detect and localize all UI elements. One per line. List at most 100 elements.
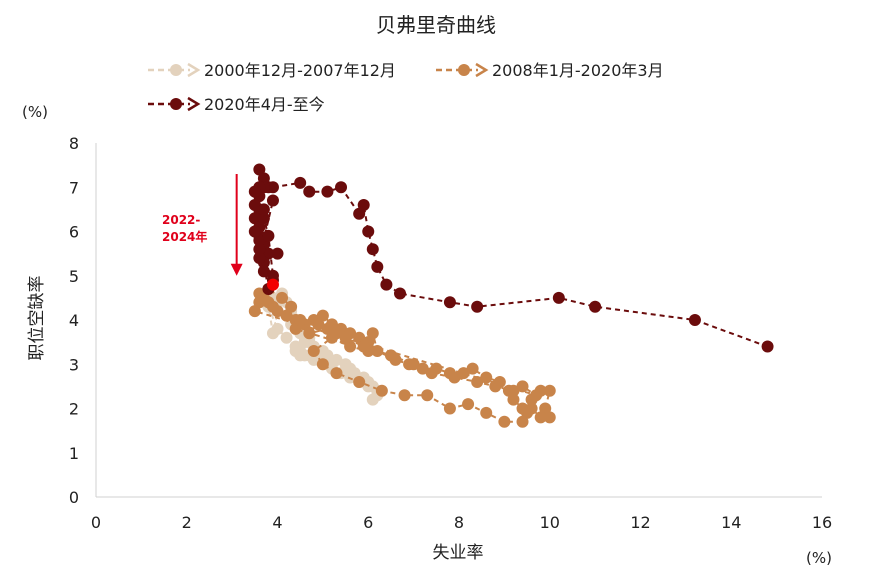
y-tick-label: 6: [69, 223, 79, 242]
data-point: [294, 349, 307, 362]
data-point: [543, 411, 556, 424]
data-point: [457, 367, 470, 380]
data-point: [321, 185, 334, 198]
legend-item: 2020年4月-至今: [148, 95, 325, 114]
data-point: [530, 389, 543, 402]
y-tick-label: 2: [69, 400, 79, 419]
x-tick-label: 0: [91, 513, 101, 532]
data-point: [384, 349, 397, 362]
data-point: [534, 411, 547, 424]
data-point: [321, 322, 334, 335]
data-point: [539, 402, 552, 415]
series-3: [248, 163, 774, 353]
data-point: [525, 402, 538, 415]
x-tick-label: 12: [630, 513, 650, 532]
data-point: [443, 402, 456, 415]
data-point: [471, 300, 484, 313]
data-point: [398, 389, 411, 402]
data-point: [294, 176, 307, 189]
data-point: [280, 331, 293, 344]
data-point: [257, 203, 270, 216]
data-point: [339, 331, 352, 344]
data-point: [303, 185, 316, 198]
data-point: [303, 327, 316, 340]
data-point: [321, 349, 334, 362]
data-point: [443, 296, 456, 309]
data-point: [248, 225, 261, 238]
data-point: [276, 291, 289, 304]
data-point: [271, 247, 284, 260]
legend-marker: [170, 64, 182, 76]
data-point: [344, 340, 357, 353]
data-point: [307, 344, 320, 357]
legend: 2000年12月-2007年12月 2008年1月-2020年3月 2020年4月-…: [148, 61, 664, 114]
data-point: [330, 367, 343, 380]
data-point: [425, 367, 438, 380]
y-tick-label: 0: [69, 488, 79, 507]
data-point: [761, 340, 774, 353]
data-point: [316, 309, 329, 322]
data-point: [507, 384, 520, 397]
data-point: [471, 375, 484, 388]
annotation: 2022- 2024年: [162, 173, 243, 276]
annotation-text: 2022-: [162, 213, 200, 227]
plot-area: [248, 163, 774, 428]
x-tick-label: 14: [721, 513, 741, 532]
data-point: [366, 327, 379, 340]
data-point: [366, 393, 379, 406]
data-point: [357, 198, 370, 211]
highlight-point: [266, 278, 279, 291]
data-point: [257, 265, 270, 278]
data-point: [294, 314, 307, 326]
data-point: [248, 212, 261, 225]
data-point: [366, 243, 379, 256]
data-point: [330, 327, 343, 340]
data-point: [248, 185, 261, 198]
data-point: [543, 384, 556, 397]
data-point: [462, 398, 475, 411]
y-tick-label: 8: [69, 134, 79, 153]
chart-title: 贝弗里奇曲线: [376, 13, 496, 37]
y-axis-title: 职位空缺率: [27, 276, 47, 361]
data-point: [421, 389, 434, 402]
data-point: [316, 358, 329, 371]
data-point: [262, 247, 275, 260]
data-point: [498, 415, 511, 428]
data-point: [253, 163, 266, 176]
data-point: [285, 300, 298, 313]
data-point: [516, 380, 529, 393]
data-point: [248, 305, 261, 318]
data-point: [380, 278, 393, 291]
series-2: [248, 283, 556, 428]
data-point: [253, 252, 266, 265]
data-point: [257, 172, 270, 185]
data-point: [480, 406, 493, 419]
data-point: [289, 322, 302, 335]
legend-marker: [170, 98, 182, 110]
legend-marker: [458, 64, 470, 76]
data-point: [688, 314, 701, 326]
legend-label: 2008年1月-2020年3月: [492, 61, 664, 80]
x-tick-labels: 0 2 4 6 8 10 12 14 16: [91, 513, 832, 532]
x-tick-label: 2: [182, 513, 192, 532]
data-point: [353, 331, 366, 344]
x-unit-label: (%): [806, 549, 832, 567]
y-tick-label: 4: [69, 311, 79, 330]
data-point: [394, 287, 407, 300]
data-point: [507, 393, 520, 406]
legend-arrow-icon: [187, 62, 201, 78]
y-unit-label: (%): [22, 103, 48, 121]
data-point: [253, 243, 266, 256]
legend-item: 2008年1月-2020年3月: [436, 61, 664, 80]
data-point: [335, 181, 348, 194]
y-tick-label: 3: [69, 355, 79, 374]
data-point: [371, 260, 384, 273]
data-point: [480, 371, 493, 384]
x-tick-label: 4: [272, 513, 282, 532]
data-point: [552, 291, 565, 304]
x-tick-label: 16: [812, 513, 832, 532]
data-point: [416, 362, 429, 375]
x-axis-title: 失业率: [433, 543, 484, 563]
data-point: [266, 194, 279, 207]
